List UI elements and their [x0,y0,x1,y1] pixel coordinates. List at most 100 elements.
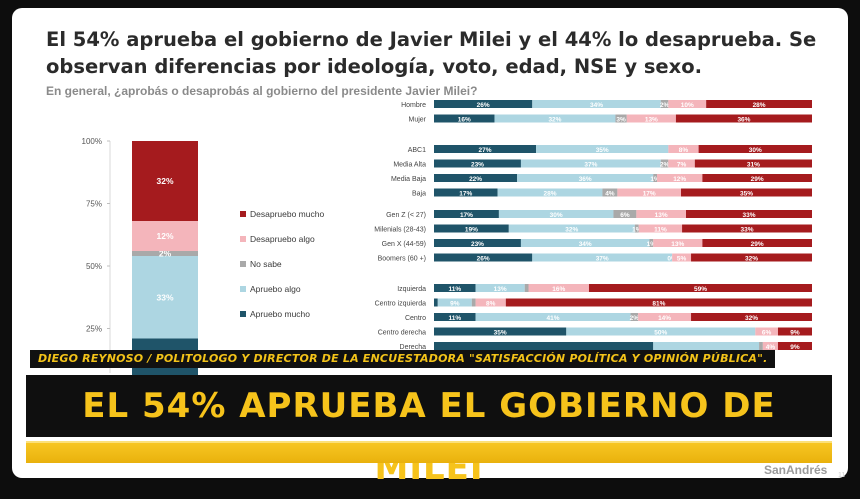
hbar-segment-no-sabe [653,174,658,182]
hbar-value-label: 35% [494,329,507,336]
hbar-segment-apruebo-mucho [434,114,495,123]
legend-swatch-desapruebo-mucho [240,211,246,217]
hbar-segment-apruebo-mucho [434,253,533,262]
hbar-value-label: 2% [630,315,640,322]
hbar-segment-no-sabe [660,159,669,168]
hbar-value-label: 33% [741,226,754,233]
legend-label-apruebo-algo: Apruebo algo [250,284,301,294]
hbar-value-label: 9% [790,329,800,336]
hbar-segment-desapruebo-algo [668,100,707,108]
bar-value-label: 33% [156,292,173,302]
hbar-value-label: 8% [679,147,689,154]
page-number: 11 [838,472,846,479]
hbar-segment-desapruebo-algo [636,210,686,218]
hbar-value-label: 13% [645,116,658,123]
hbar-segment-desapruebo-algo [617,188,682,197]
hbar-segment-desapruebo-mucho [682,224,812,233]
y-tick-label: 50% [86,262,102,271]
hbar-segment-desapruebo-algo [668,145,699,153]
slide-title: El 54% aprueba el gobierno de Javier Mil… [46,28,817,78]
hbar-value-label: 41% [547,315,560,322]
hbar-segment-apruebo-mucho [434,284,476,292]
hbar-segment-apruebo-algo [498,210,614,218]
hbar-value-label: 17% [460,212,473,219]
hbar-segment-desapruebo-mucho [702,174,812,182]
hbar-segment-desapruebo-algo [475,298,506,307]
row-label-media-baja: Media Baja [391,176,426,183]
hbar-value-label: 7% [677,161,687,168]
hbar-segment-desapruebo-algo [672,253,692,262]
hbar-value-label: 6% [620,212,630,219]
legend-swatch-no-sabe [240,261,246,267]
legend-label-desapruebo-mucho: Desapruebo mucho [250,209,324,219]
brand-logo-text: SanAndrés [764,463,828,477]
hbar-segment-apruebo-mucho [434,100,533,108]
hbar-value-label: 23% [471,161,484,168]
horizontal-stacked-chart: Hombre 26% 34% 2% 10% 28% Mujer 16% 32% 3% 13% 36% A… [374,100,812,351]
hbar-value-label: 35% [740,190,753,197]
hbar-value-label: 30% [550,212,563,219]
hbar-value-label: 10% [681,102,694,109]
hbar-segment-desapruebo-mucho [675,114,812,123]
hbar-segment-apruebo-algo [497,188,603,197]
hbar-segment-no-sabe [630,313,639,321]
hbar-segment-apruebo-algo [536,145,669,153]
hbar-segment-desapruebo-mucho [681,188,812,197]
hbar-segment-desapruebo-algo [755,327,778,336]
hbar-segment-apruebo-algo [653,342,760,350]
hbar-segment-apruebo-mucho [434,174,518,182]
hbar-value-label: 11% [448,315,461,322]
hbar-segment-no-sabe [615,114,627,123]
hbar-segment-apruebo-algo [532,100,661,108]
hbar-value-label: 17% [643,190,656,197]
hbar-value-label: 81% [652,300,665,307]
hbar-segment-desapruebo-algo [762,342,778,350]
hbar-value-label: 22% [469,176,482,183]
hbar-value-label: 1% [632,226,642,233]
hbar-segment-desapruebo-algo [657,174,703,182]
hbar-value-label: 16% [458,116,471,123]
hbar-value-label: 32% [745,315,758,322]
hbar-segment-apruebo-mucho [434,145,537,153]
legend-label-desapruebo-algo: Desapruebo algo [250,234,315,244]
hbar-value-label: 37% [596,255,609,262]
hbar-segment-apruebo-mucho [434,313,476,321]
bar-value-label: 2% [159,249,172,259]
legend-swatch-desapruebo-algo [240,236,246,242]
row-label-izquierda: Izquierda [397,286,426,293]
hbar-value-label: 11% [448,286,461,293]
chart-area: 100% 75% 50% 25% 33% 2% 12% 32% Desapruebo much… [82,100,812,391]
bar-segment-desapruebo-algo [132,221,198,251]
hbar-segment-apruebo-mucho [434,159,521,168]
hbar-segment-apruebo-mucho [434,188,498,197]
hbar-value-label: 28% [753,102,766,109]
hbar-segment-desapruebo-algo [653,239,703,247]
y-tick-label: 75% [86,200,102,209]
hbar-segment-desapruebo-mucho [698,145,812,153]
hbar-value-label: 32% [745,255,758,262]
hbar-segment-apruebo-algo [532,253,673,262]
hbar-value-label: 1% [650,176,660,183]
hbar-value-label: 13% [671,241,684,248]
hbar-segment-apruebo-mucho [434,210,499,218]
hbar-segment-desapruebo-mucho [691,253,812,262]
hbar-segment-desapruebo-algo [528,284,589,292]
vertical-stacked-chart: 100% 75% 50% 25% 33% 2% 12% 32% [82,137,198,391]
hbar-segment-apruebo-mucho [434,239,521,247]
hbar-segment-desapruebo-algo [626,114,676,123]
hbar-segment-apruebo-algo [475,284,525,292]
row-label-derecha: Derecha [400,344,427,351]
hbar-value-label: 2% [660,161,670,168]
hbar-segment-desapruebo-mucho [706,100,812,108]
hbar-value-label: 37% [584,161,597,168]
row-label-centro-derecha: Centro derecha [378,330,426,337]
hbar-segment-apruebo-mucho [434,342,654,350]
legend-label-apruebo-mucho: Apruebo mucho [250,309,310,319]
hbar-value-label: 26% [477,255,490,262]
hbar-value-label: 36% [737,116,750,123]
hbar-segment-no-sabe [471,298,476,307]
row-label-hombre: Hombre [401,102,426,109]
row-label-abc1: ABC1 [408,147,426,154]
hbar-segment-no-sabe [660,100,669,108]
bar-value-label: 32% [156,176,173,186]
